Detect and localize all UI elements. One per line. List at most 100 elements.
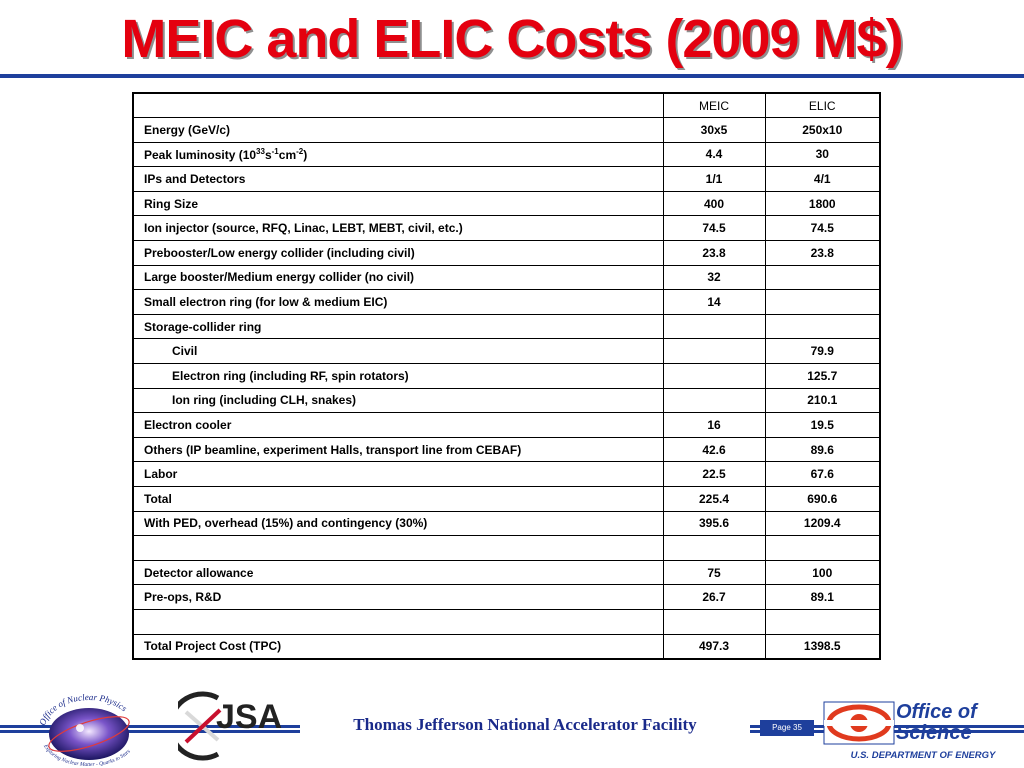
table-row: Prebooster/Low energy collider (includin… (132, 240, 881, 266)
row-label: Prebooster/Low energy collider (includin… (132, 240, 664, 266)
row-elic-value: 4/1 (764, 166, 881, 192)
row-meic-value: 26.7 (662, 584, 766, 610)
row-elic-value: 1398.5 (764, 633, 881, 660)
table-row: Ion ring (including CLH, snakes) 210.1 (132, 387, 881, 414)
row-elic-value (764, 289, 881, 315)
row-label: Civil (132, 338, 664, 365)
row-meic-value (662, 608, 766, 635)
table-row: Electron ring (including RF, spin rotato… (132, 363, 881, 389)
row-label (132, 608, 664, 635)
row-elic-value: 89.1 (764, 584, 881, 610)
row-label: Electron cooler (132, 412, 664, 438)
table-row (132, 535, 881, 561)
row-elic-value: 23.8 (764, 240, 881, 266)
row-meic-value: 395.6 (662, 510, 766, 537)
row-meic-value: 74.5 (662, 215, 766, 242)
row-meic-value: 400 (662, 190, 766, 217)
row-elic-value (764, 535, 881, 561)
slide-title: MEIC and ELIC Costs (2009 M$) (121, 9, 903, 69)
row-label: Labor (132, 461, 664, 487)
row-label: Detector allowance (132, 559, 664, 586)
table-row: Others (IP beamline, experiment Halls, t… (132, 436, 881, 463)
row-label: Others (IP beamline, experiment Halls, t… (132, 436, 664, 463)
row-elic-value: 210.1 (764, 387, 881, 414)
table-row: Large booster/Medium energy collider (no… (132, 264, 881, 291)
row-label: Pre-ops, R&D (132, 584, 664, 610)
header-label (132, 92, 664, 119)
row-label: IPs and Detectors (132, 166, 664, 192)
row-label: Small electron ring (for low & medium EI… (132, 289, 664, 315)
row-label: Ion ring (including CLH, snakes) (132, 387, 664, 414)
row-meic-value (662, 535, 766, 561)
table-row (132, 608, 881, 635)
page-number: Page 35 (760, 720, 814, 736)
jsa-logo: JSA (178, 691, 282, 761)
row-meic-value: 14 (662, 289, 766, 315)
table-row: Peak luminosity (1033s-1cm-2) 4.4 30 (132, 141, 881, 168)
row-elic-value: 250x10 (764, 117, 881, 143)
doe-title: Office of Science (896, 701, 977, 744)
row-elic-value (764, 264, 881, 291)
row-label: Energy (GeV/c) (132, 117, 664, 143)
row-label: Ring Size (132, 190, 664, 217)
row-elic-value: 79.9 (764, 338, 881, 365)
row-meic-value: 497.3 (662, 633, 766, 660)
title-underline (0, 74, 1024, 78)
row-meic-value (662, 313, 766, 340)
doe-subtitle: U.S. DEPARTMENT OF ENERGY (850, 750, 996, 761)
row-meic-value: 22.5 (662, 461, 766, 487)
table-row: Pre-ops, R&D 26.7 89.1 (132, 584, 881, 610)
row-label (132, 535, 664, 561)
row-elic-value: 30 (764, 141, 881, 168)
row-label: Total Project Cost (TPC) (132, 633, 664, 660)
row-elic-value: 67.6 (764, 461, 881, 487)
row-elic-value: 690.6 (764, 486, 881, 512)
row-elic-value: 74.5 (764, 215, 881, 242)
row-elic-value: 19.5 (764, 412, 881, 438)
row-meic-value: 1/1 (662, 166, 766, 192)
row-meic-value: 16 (662, 412, 766, 438)
table-row: Small electron ring (for low & medium EI… (132, 289, 881, 315)
row-meic-value: 30x5 (662, 117, 766, 143)
cost-table: MEIC ELIC Energy (GeV/c) 30x5 250x10 Peak lum… (132, 92, 881, 660)
row-meic-value: 75 (662, 559, 766, 586)
row-meic-value: 225.4 (662, 486, 766, 512)
row-elic-value: 89.6 (764, 436, 881, 463)
row-meic-value (662, 387, 766, 414)
row-elic-value: 125.7 (764, 363, 881, 389)
row-meic-value: 4.4 (662, 141, 766, 168)
table-row: Total 225.4 690.6 (132, 486, 881, 512)
row-meic-value (662, 338, 766, 365)
row-elic-value (764, 608, 881, 635)
table-row: Electron cooler 16 19.5 (132, 412, 881, 438)
row-elic-value: 1800 (764, 190, 881, 217)
doe-logo (823, 701, 895, 745)
header-meic: MEIC (662, 92, 766, 119)
row-label: Large booster/Medium energy collider (no… (132, 264, 664, 291)
table-row: Labor 22.5 67.6 (132, 461, 881, 487)
lab-name: Thomas Jefferson National Accelerator Fa… (300, 711, 750, 739)
table-row: Ion injector (source, RFQ, Linac, LEBT, … (132, 215, 881, 242)
row-label: Storage-collider ring (132, 313, 664, 340)
table-row: Civil 79.9 (132, 338, 881, 365)
table-row: Ring Size 400 1800 (132, 190, 881, 217)
row-label: Ion injector (source, RFQ, Linac, LEBT, … (132, 215, 664, 242)
row-meic-value: 23.8 (662, 240, 766, 266)
header-elic: ELIC (764, 92, 881, 119)
row-meic-value: 42.6 (662, 436, 766, 463)
row-label: Peak luminosity (1033s-1cm-2) (132, 141, 664, 168)
table-row: Detector allowance 75 100 (132, 559, 881, 586)
table-header-row: MEIC ELIC (132, 92, 881, 119)
row-elic-value (764, 313, 881, 340)
row-elic-value: 1209.4 (764, 510, 881, 537)
row-meic-value: 32 (662, 264, 766, 291)
table-row: Total Project Cost (TPC) 497.3 1398.5 (132, 633, 881, 660)
row-meic-value (662, 363, 766, 389)
table-row: IPs and Detectors 1/1 4/1 (132, 166, 881, 192)
nuclear-physics-logo: Office of Nuclear Physics Exploring Nucl… (37, 692, 132, 766)
row-label: Electron ring (including RF, spin rotato… (132, 363, 664, 389)
table-row: Storage-collider ring (132, 313, 881, 340)
table-row: With PED, overhead (15%) and contingency… (132, 510, 881, 537)
jsa-logo-text: JSA (216, 698, 282, 736)
table-row: Energy (GeV/c) 30x5 250x10 (132, 117, 881, 143)
